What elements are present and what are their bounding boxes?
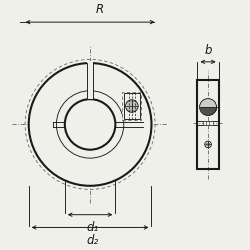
Bar [206,121,210,126]
Text: R: R [96,3,104,16]
Bar [204,121,207,126]
Bar [122,92,142,120]
Bar [124,94,140,118]
Bar [87,61,94,99]
Bar [198,80,219,169]
Text: b: b [204,44,212,57]
Circle shape [65,99,115,150]
Text: d₂: d₂ [86,234,99,247]
Text: d₁: d₁ [86,222,99,234]
Circle shape [200,98,216,116]
Circle shape [29,63,152,186]
Bar [209,121,212,126]
Bar [198,80,219,169]
